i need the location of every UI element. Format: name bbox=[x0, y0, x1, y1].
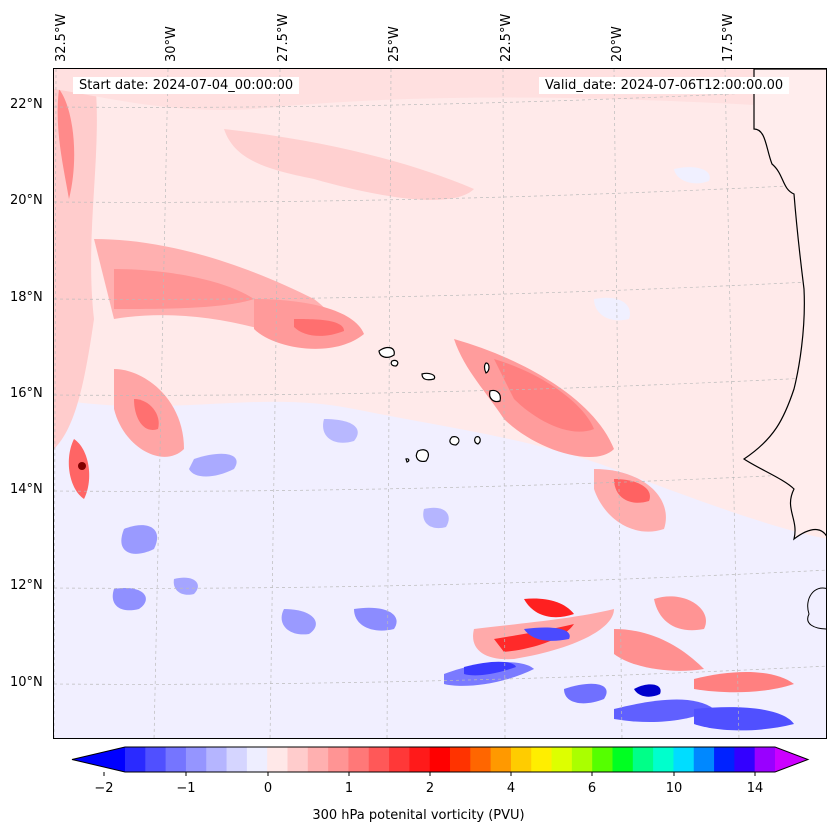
cb-tick-2: 0 bbox=[263, 781, 273, 796]
pv-field-map bbox=[54, 69, 826, 738]
lon-label-20w: 20°W bbox=[610, 26, 625, 62]
colorbar-segment bbox=[389, 747, 410, 772]
colorbar-segment bbox=[714, 747, 735, 772]
colorbar-segment bbox=[328, 747, 349, 772]
colorbar-segment bbox=[287, 747, 309, 772]
colorbar-segment bbox=[450, 747, 471, 772]
lon-label-30w: 30°W bbox=[164, 26, 179, 62]
lon-label-22-5w: 22.5°W bbox=[499, 13, 514, 62]
lat-label-12n: 12°N bbox=[10, 578, 43, 593]
colorbar-segment bbox=[490, 747, 512, 772]
colorbar-segment bbox=[592, 747, 613, 772]
lat-label-10n: 10°N bbox=[10, 675, 43, 690]
colorbar-segment bbox=[734, 747, 756, 772]
pv-negative-contours bbox=[112, 167, 794, 731]
lat-label-14n: 14°N bbox=[10, 482, 43, 497]
colorbar-segment bbox=[145, 747, 167, 772]
map-panel bbox=[53, 68, 827, 739]
guinea-bissau-coast bbox=[807, 587, 826, 630]
cb-tick-6: 6 bbox=[587, 781, 597, 796]
cb-tick-3: 1 bbox=[344, 781, 354, 796]
colorbar-segment bbox=[531, 747, 553, 772]
cb-tick-7: 10 bbox=[665, 781, 683, 796]
colorbar-segment bbox=[246, 747, 268, 772]
colorbar-segment bbox=[185, 747, 207, 772]
valid-date-label: Valid_date: 2024-07-06T12:00:00.00 bbox=[539, 77, 790, 94]
colorbar-segment bbox=[673, 747, 695, 772]
colorbar-segment bbox=[368, 747, 390, 772]
colorbar-segment bbox=[571, 747, 593, 772]
colorbar-segment bbox=[551, 747, 573, 772]
colorbar-segment bbox=[226, 747, 248, 772]
lon-label-27-5w: 27.5°W bbox=[276, 13, 291, 62]
colorbar-segment bbox=[653, 747, 674, 772]
lon-label-25w: 25°W bbox=[387, 26, 402, 62]
cape-verde-islands bbox=[378, 346, 501, 463]
colorbar-segment bbox=[470, 747, 492, 772]
colorbar-segment bbox=[632, 747, 654, 772]
lat-label-20n: 20°N bbox=[10, 193, 43, 208]
colorbar-segment bbox=[693, 747, 715, 772]
cb-tick-1: −1 bbox=[176, 781, 196, 796]
colorbar-segment bbox=[267, 747, 288, 772]
colorbar-segment bbox=[307, 747, 329, 772]
lon-label-32-5w: 32.5°W bbox=[54, 13, 69, 62]
start-date-label: Start date: 2024-07-04_00:00:00 bbox=[73, 77, 300, 94]
colorbar-segment bbox=[165, 747, 187, 772]
cb-tick-4: 2 bbox=[425, 781, 435, 796]
lat-label-18n: 18°N bbox=[10, 290, 43, 305]
cb-tick-5: 4 bbox=[506, 781, 516, 796]
colorbar-segment bbox=[206, 747, 228, 772]
lat-label-22n: 22°N bbox=[10, 97, 43, 112]
cb-tick-8: 14 bbox=[746, 781, 764, 796]
colorbar bbox=[71, 746, 810, 776]
colorbar-segment bbox=[409, 747, 431, 772]
lat-label-16n: 16°N bbox=[10, 386, 43, 401]
colorbar-segment bbox=[429, 747, 451, 772]
colorbar-outline bbox=[71, 746, 810, 773]
colorbar-segment bbox=[612, 747, 634, 772]
african-coastline bbox=[742, 69, 826, 541]
colorbar-label: 300 hPa potenital vorticity (PVU) bbox=[312, 808, 525, 823]
cb-tick-0: −2 bbox=[94, 781, 114, 796]
lon-label-17-5w: 17.5°W bbox=[721, 13, 736, 62]
colorbar-extend-high bbox=[775, 747, 808, 772]
graticule bbox=[54, 69, 826, 738]
colorbar-segment bbox=[348, 747, 370, 772]
colorbar-extend-low bbox=[72, 747, 125, 772]
colorbar-segment bbox=[510, 747, 532, 772]
colorbar-segment bbox=[125, 747, 146, 772]
colorbar-segment bbox=[754, 747, 776, 772]
